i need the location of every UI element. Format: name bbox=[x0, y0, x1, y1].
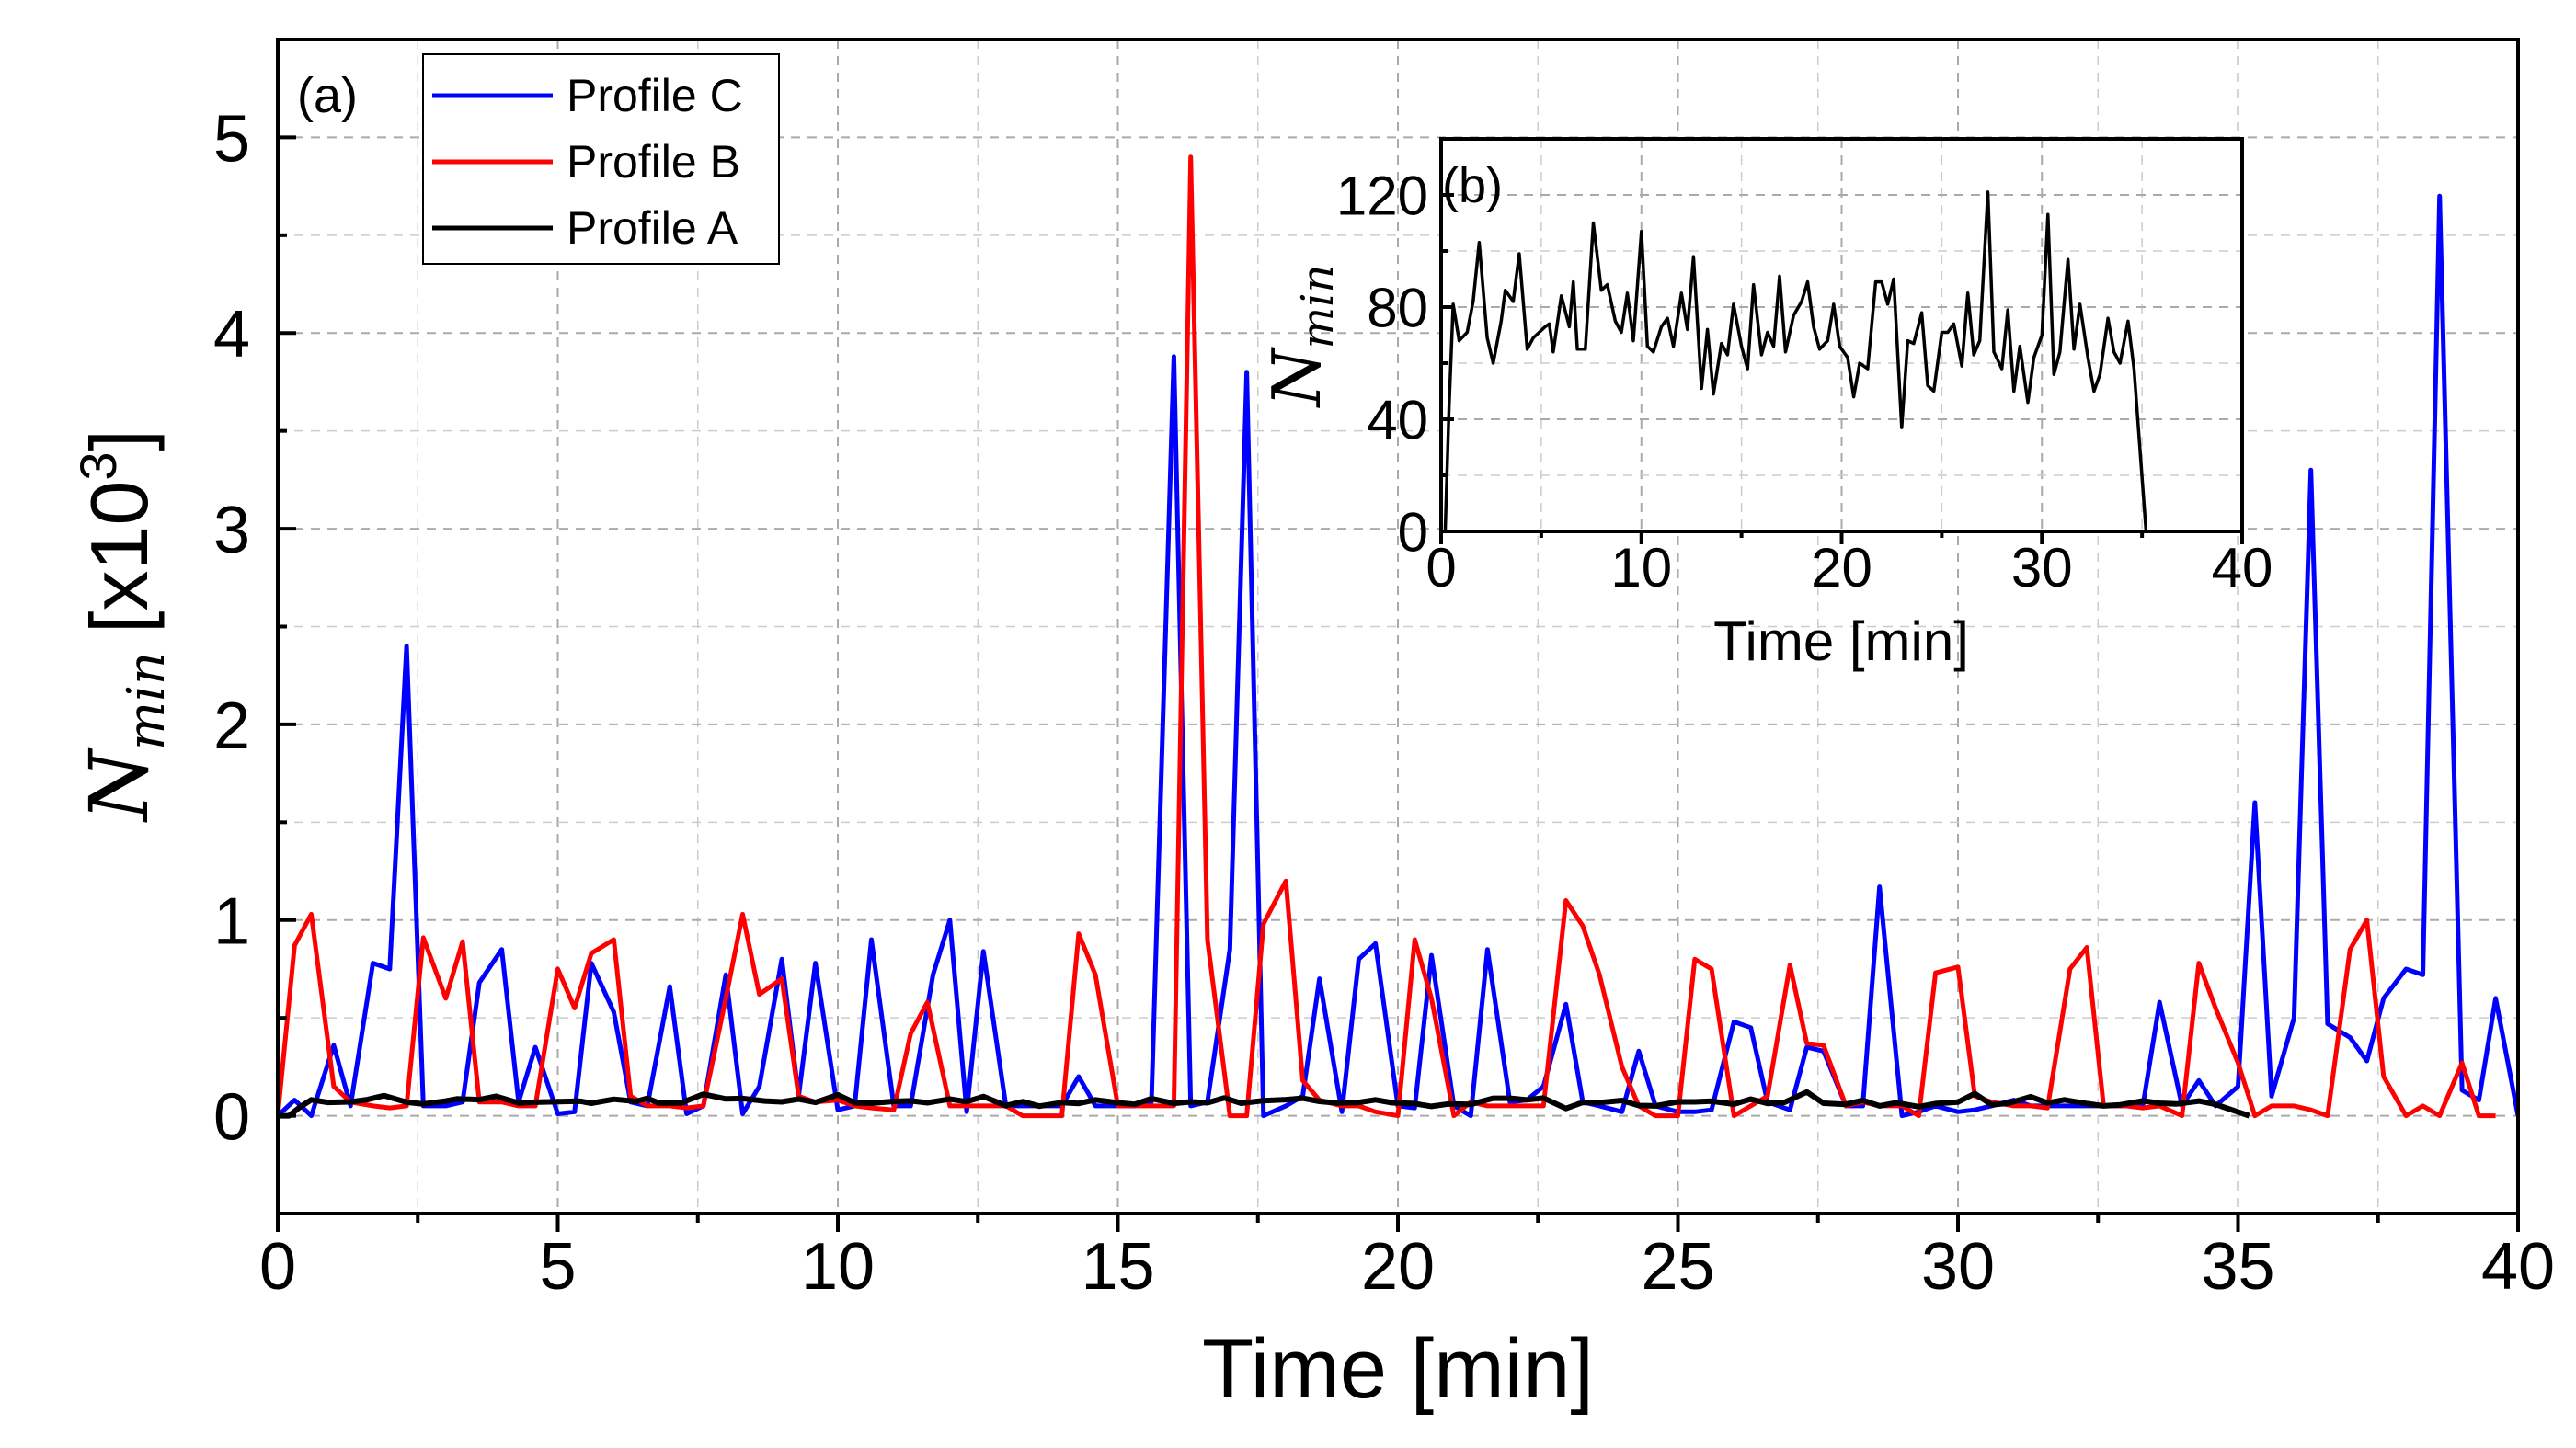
main-x-axis-label: Time [min] bbox=[1202, 1322, 1594, 1416]
panel-label-a: (a) bbox=[297, 68, 358, 123]
x-tick-label: 35 bbox=[2201, 1230, 2274, 1304]
legend-label-profile-b: Profile B bbox=[567, 136, 740, 188]
y-tick-label: 1 bbox=[213, 885, 250, 959]
y-tick-label: 2 bbox=[213, 690, 250, 763]
y-tick-label: 0 bbox=[213, 1081, 250, 1155]
inset-chart: 0 10 20 30 40 0 40 80 120 (b) Time [min] Nmin bbox=[1258, 137, 2273, 672]
panel-label-b: (b) bbox=[1442, 158, 1503, 213]
y-tick-label: 40 bbox=[1367, 390, 1428, 451]
main-series bbox=[278, 154, 2518, 1119]
x-tick-label: 20 bbox=[1361, 1230, 1435, 1304]
legend: Profile C Profile B Profile A bbox=[422, 53, 780, 265]
x-tick-label: 20 bbox=[1811, 537, 1872, 599]
y-tick-label: 120 bbox=[1336, 165, 1428, 227]
inset-y-axis-label-text: Nmin bbox=[1258, 265, 1344, 409]
inset-series-line-profile-a bbox=[1441, 190, 2148, 533]
y-label-exp: 3 bbox=[69, 451, 127, 480]
x-tick-label: 10 bbox=[1610, 537, 1672, 599]
series-line-profile-b bbox=[278, 154, 2496, 1119]
legend-label-profile-c: Profile C bbox=[567, 70, 743, 121]
inset-x-axis-label: Time [min] bbox=[1713, 610, 1969, 672]
x-tick-label: 5 bbox=[539, 1230, 576, 1304]
inset-y-label-n: N bbox=[1258, 346, 1335, 408]
y-tick-label: 3 bbox=[213, 494, 250, 567]
y-label-close: ] bbox=[74, 429, 165, 451]
y-label-sub: min bbox=[117, 652, 177, 750]
x-tick-label: 40 bbox=[2212, 537, 2273, 599]
inset-axes: 0 10 20 30 40 0 40 80 120 bbox=[1336, 137, 2273, 599]
x-tick-label: 30 bbox=[1921, 1230, 1995, 1304]
y-tick-label: 5 bbox=[213, 102, 250, 176]
x-tick-label: 0 bbox=[1425, 537, 1456, 599]
main-axes: 0 5 10 15 20 25 30 35 40 0 1 2 3 4 5 bbox=[213, 38, 2555, 1304]
inset-y-axis-label: Nmin bbox=[1258, 265, 1344, 409]
y-tick-label: 4 bbox=[213, 298, 250, 371]
x-tick-label: 0 bbox=[259, 1230, 296, 1304]
inset-y-label-sub: min bbox=[1292, 265, 1344, 349]
main-y-axis-label-text: Nmin [x103] bbox=[69, 429, 177, 823]
legend-label-profile-a: Profile A bbox=[567, 202, 738, 254]
y-label-n: N bbox=[72, 747, 166, 823]
x-tick-label: 10 bbox=[801, 1230, 875, 1304]
series-line-profile-a bbox=[278, 1089, 2250, 1119]
x-tick-label: 40 bbox=[2481, 1230, 2555, 1304]
y-tick-label: 0 bbox=[1398, 502, 1428, 564]
main-y-axis-label: Nmin [x103] bbox=[69, 429, 177, 823]
y-tick-label: 80 bbox=[1367, 278, 1428, 339]
x-tick-label: 15 bbox=[1081, 1230, 1154, 1304]
y-label-unit: [x10 bbox=[74, 481, 165, 633]
inset-background bbox=[1441, 139, 2242, 531]
inset-series bbox=[1441, 190, 2148, 533]
x-tick-label: 30 bbox=[2011, 537, 2073, 599]
x-tick-label: 25 bbox=[1641, 1230, 1714, 1304]
